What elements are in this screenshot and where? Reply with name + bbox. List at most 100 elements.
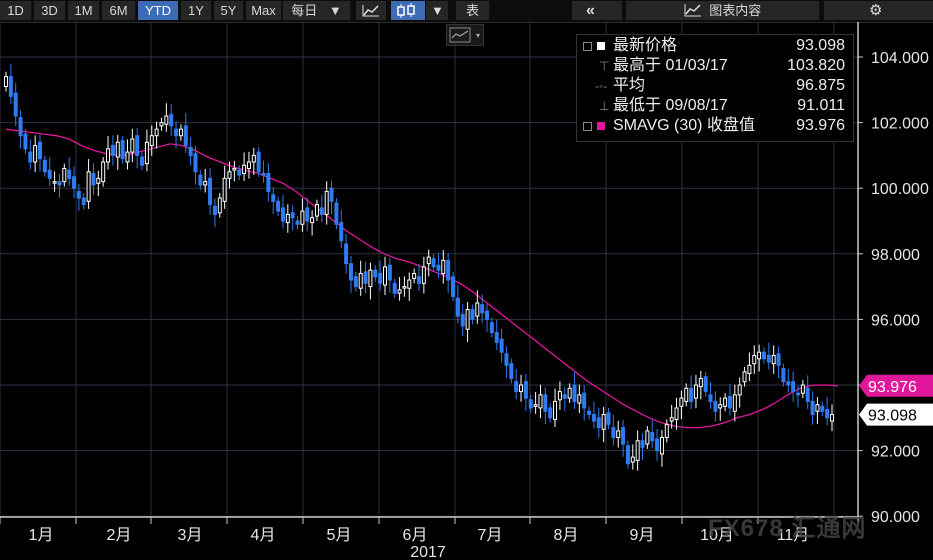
- candle-body: [562, 394, 567, 399]
- candle: [557, 381, 562, 410]
- candle: [703, 371, 708, 397]
- candle: [178, 124, 183, 141]
- candle-body: [188, 146, 193, 156]
- candle: [72, 166, 77, 199]
- candle: [266, 163, 271, 202]
- y-tick-label: 98.000: [871, 247, 920, 264]
- candle: [436, 252, 441, 278]
- candle: [727, 383, 732, 416]
- candle-body: [693, 384, 698, 399]
- candle: [86, 159, 91, 209]
- chart-content-button[interactable]: 图表内容: [626, 1, 820, 20]
- candle-body: [684, 387, 689, 402]
- candle: [96, 170, 101, 197]
- candle-body: [183, 125, 188, 147]
- chart-type-dropdown[interactable]: ▼: [426, 1, 448, 20]
- legend-row-last[interactable]: 最新价格 93.098: [577, 36, 853, 56]
- candle-body: [300, 210, 305, 225]
- candle-body: [708, 394, 713, 402]
- frequency-dropdown[interactable]: 每日 ▼: [283, 1, 351, 20]
- candle: [606, 407, 611, 430]
- chevron-down-icon: ▼: [431, 3, 444, 18]
- candle-body: [353, 276, 358, 288]
- candle: [611, 414, 616, 446]
- candle-body: [222, 177, 227, 202]
- candle-body: [363, 271, 368, 284]
- legend-checkbox[interactable]: [583, 42, 592, 51]
- candle: [417, 263, 421, 291]
- candle-body: [368, 269, 373, 288]
- table-button[interactable]: 表: [456, 1, 490, 20]
- candle: [237, 165, 242, 180]
- candle: [480, 294, 485, 324]
- candle: [164, 103, 169, 132]
- candle-body: [810, 400, 815, 416]
- candle: [251, 147, 256, 175]
- candle: [334, 198, 339, 230]
- candle-body: [81, 197, 86, 206]
- line-chart-button[interactable]: [356, 1, 386, 20]
- candle-body: [523, 381, 528, 399]
- legend-row-sma[interactable]: SMAVG (30) 收盘值 93.976: [577, 116, 853, 136]
- candle-body: [38, 141, 43, 160]
- candle-body: [441, 259, 446, 274]
- range-button-max[interactable]: Max: [246, 1, 282, 20]
- range-button-6m[interactable]: 6M: [102, 1, 136, 20]
- candle: [227, 161, 232, 189]
- candle-body: [344, 243, 349, 265]
- candle: [650, 419, 655, 449]
- candle-body: [402, 286, 407, 289]
- candlestick-icon: [397, 3, 415, 18]
- area-chart-icon: ▾: [449, 27, 480, 43]
- candle: [548, 403, 553, 423]
- candle-body: [412, 272, 417, 279]
- candle: [465, 302, 470, 343]
- candle: [397, 277, 402, 301]
- candle-body: [96, 177, 101, 184]
- average-marker-icon: -◦-: [595, 79, 608, 93]
- candle-body: [251, 154, 256, 163]
- y-tick-label: 102.000: [871, 116, 929, 133]
- candle-body: [485, 310, 490, 320]
- candle: [504, 346, 509, 379]
- candle-body: [154, 128, 159, 137]
- magenta-square-icon: [597, 122, 605, 130]
- settings-button[interactable]: ⚙: [824, 1, 933, 20]
- candle-body: [42, 159, 47, 173]
- candle: [271, 187, 276, 215]
- candle: [737, 377, 742, 408]
- candle-body: [669, 417, 674, 422]
- candle: [280, 195, 285, 229]
- candle-body: [786, 381, 791, 386]
- candle: [451, 271, 456, 302]
- candle: [659, 429, 664, 467]
- collapse-panel-button[interactable]: «: [572, 1, 622, 20]
- candle-body: [771, 354, 776, 365]
- candle: [208, 168, 213, 215]
- candle: [514, 368, 519, 400]
- legend-checkbox[interactable]: [583, 122, 592, 131]
- range-button-5y[interactable]: 5Y: [214, 1, 244, 20]
- candle: [140, 152, 145, 171]
- range-button-3d[interactable]: 3D: [34, 1, 66, 20]
- range-button-1m[interactable]: 1M: [68, 1, 100, 20]
- candlestick-button[interactable]: [391, 1, 425, 20]
- legend-label-sma: SMAVG (30) 收盘值: [613, 117, 755, 134]
- candle-body: [266, 172, 271, 192]
- candle-body: [480, 304, 485, 314]
- candle-body: [256, 151, 261, 173]
- candle-body: [616, 430, 621, 438]
- candle-body: [4, 76, 8, 88]
- range-button-ytd[interactable]: YTD: [138, 1, 179, 20]
- candle-body: [601, 414, 606, 430]
- candle-body: [135, 135, 140, 156]
- candle-body: [659, 436, 664, 455]
- candle: [596, 407, 601, 438]
- candle-body: [674, 407, 679, 420]
- candle: [198, 170, 203, 190]
- chart-style-selector[interactable]: ▾: [446, 24, 484, 46]
- candle: [562, 387, 567, 411]
- range-button-1y[interactable]: 1Y: [181, 1, 212, 20]
- candle-body: [557, 391, 562, 401]
- range-button-1d[interactable]: 1D: [0, 1, 32, 20]
